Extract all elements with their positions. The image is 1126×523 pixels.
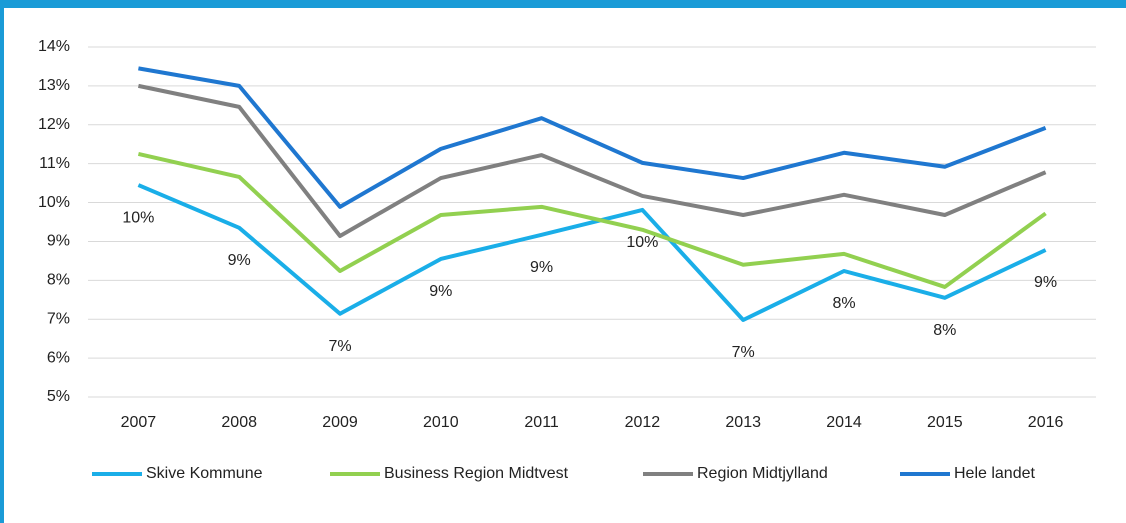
data-label: 9% xyxy=(530,259,553,276)
series-line xyxy=(137,183,1047,322)
data-label: 7% xyxy=(328,338,351,355)
y-tick-label: 14% xyxy=(38,38,70,55)
legend-label: Skive Kommune xyxy=(146,465,263,482)
x-tick-label: 2013 xyxy=(725,414,761,431)
frame-top xyxy=(0,0,1126,8)
data-label: 8% xyxy=(933,322,956,339)
data-label: 10% xyxy=(122,209,154,226)
x-tick-label: 2012 xyxy=(625,414,661,431)
data-label: 7% xyxy=(732,344,755,361)
y-tick-label: 13% xyxy=(38,77,70,94)
legend-label: Business Region Midtvest xyxy=(384,465,569,482)
x-tick-label: 2008 xyxy=(221,414,257,431)
x-tick-label: 2009 xyxy=(322,414,358,431)
data-label: 10% xyxy=(626,234,658,251)
legend-label: Region Midtjylland xyxy=(697,465,828,482)
data-label: 9% xyxy=(429,283,452,300)
x-tick-label: 2007 xyxy=(121,414,157,431)
frame-left xyxy=(0,0,4,523)
series-line xyxy=(137,151,1047,289)
y-tick-label: 8% xyxy=(47,272,70,289)
y-tick-label: 5% xyxy=(47,388,70,405)
y-tick-label: 12% xyxy=(38,116,70,133)
y-tick-label: 6% xyxy=(47,349,70,366)
data-label: 9% xyxy=(228,252,251,269)
data-label: 9% xyxy=(1034,274,1057,291)
x-tick-label: 2015 xyxy=(927,414,963,431)
y-tick-label: 11% xyxy=(39,155,70,172)
x-tick-label: 2016 xyxy=(1028,414,1064,431)
x-tick-label: 2014 xyxy=(826,414,862,431)
y-tick-label: 7% xyxy=(47,310,70,327)
x-tick-label: 2011 xyxy=(524,414,559,431)
series-line xyxy=(137,83,1047,238)
series-line xyxy=(138,66,1047,209)
x-tick-label: 2010 xyxy=(423,414,459,431)
y-tick-label: 10% xyxy=(38,194,70,211)
data-label: 8% xyxy=(832,295,855,312)
y-tick-label: 9% xyxy=(47,233,70,250)
legend-label: Hele landet xyxy=(954,465,1036,482)
